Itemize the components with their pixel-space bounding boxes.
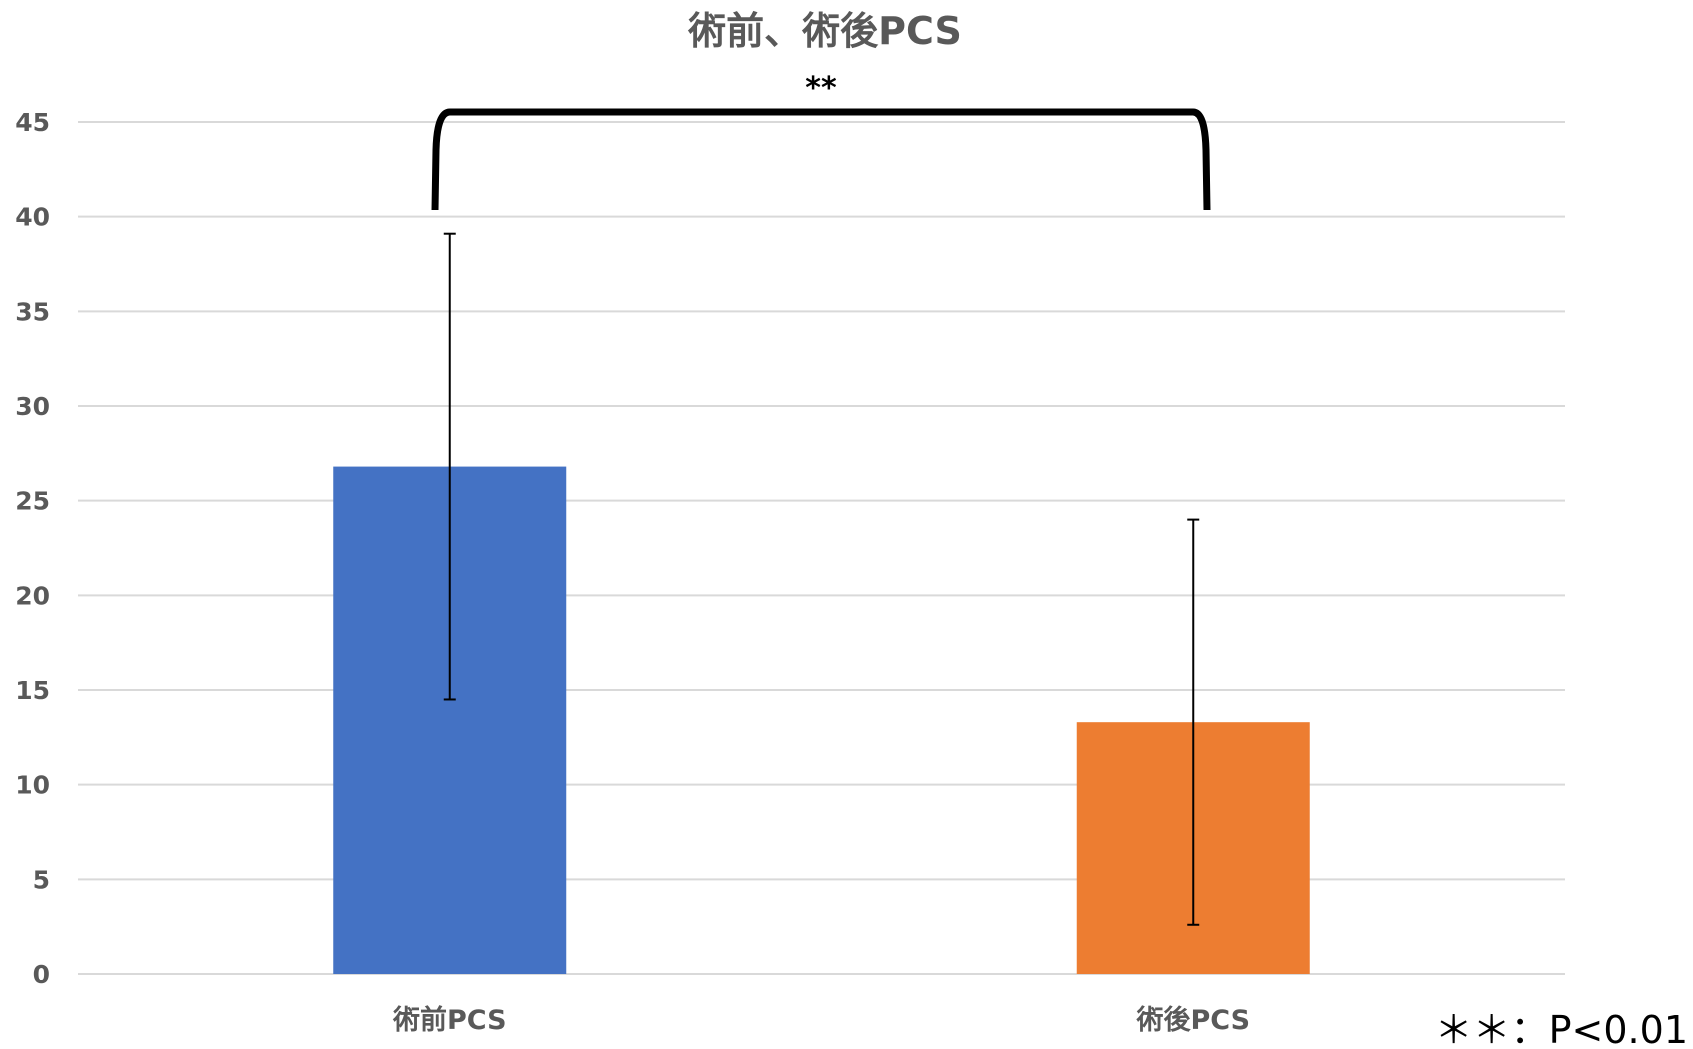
y-tick-label-25: 25 [15,487,50,516]
y-tick-label-20: 20 [15,581,50,610]
category-label-2: 術後PCS [1135,1005,1250,1036]
error-bars [443,232,1200,926]
significance-note: ＊＊：P<0.01 [1435,1008,1688,1049]
x-axis-category-labels: 術前PCS 術後PCS [392,1004,1250,1036]
significance-bracket [431,108,1211,211]
y-axis-tick-labels: 0 5 10 15 20 25 30 35 40 45 [15,108,50,989]
y-tick-label-35: 35 [15,297,50,326]
grid-lines [78,121,1565,975]
y-tick-label-30: 30 [15,392,50,421]
y-tick-label-40: 40 [15,203,50,232]
y-tick-label-0: 0 [33,960,50,989]
y-tick-label-45: 45 [15,108,50,137]
y-tick-label-5: 5 [33,865,50,894]
category-label-1: 術前PCS [392,1004,507,1036]
y-tick-label-15: 15 [15,676,50,705]
bars [333,466,1310,974]
significance-marker: ** [805,71,837,106]
y-tick-label-10: 10 [15,771,50,800]
chart-title: 術前、術後PCS [687,9,962,53]
